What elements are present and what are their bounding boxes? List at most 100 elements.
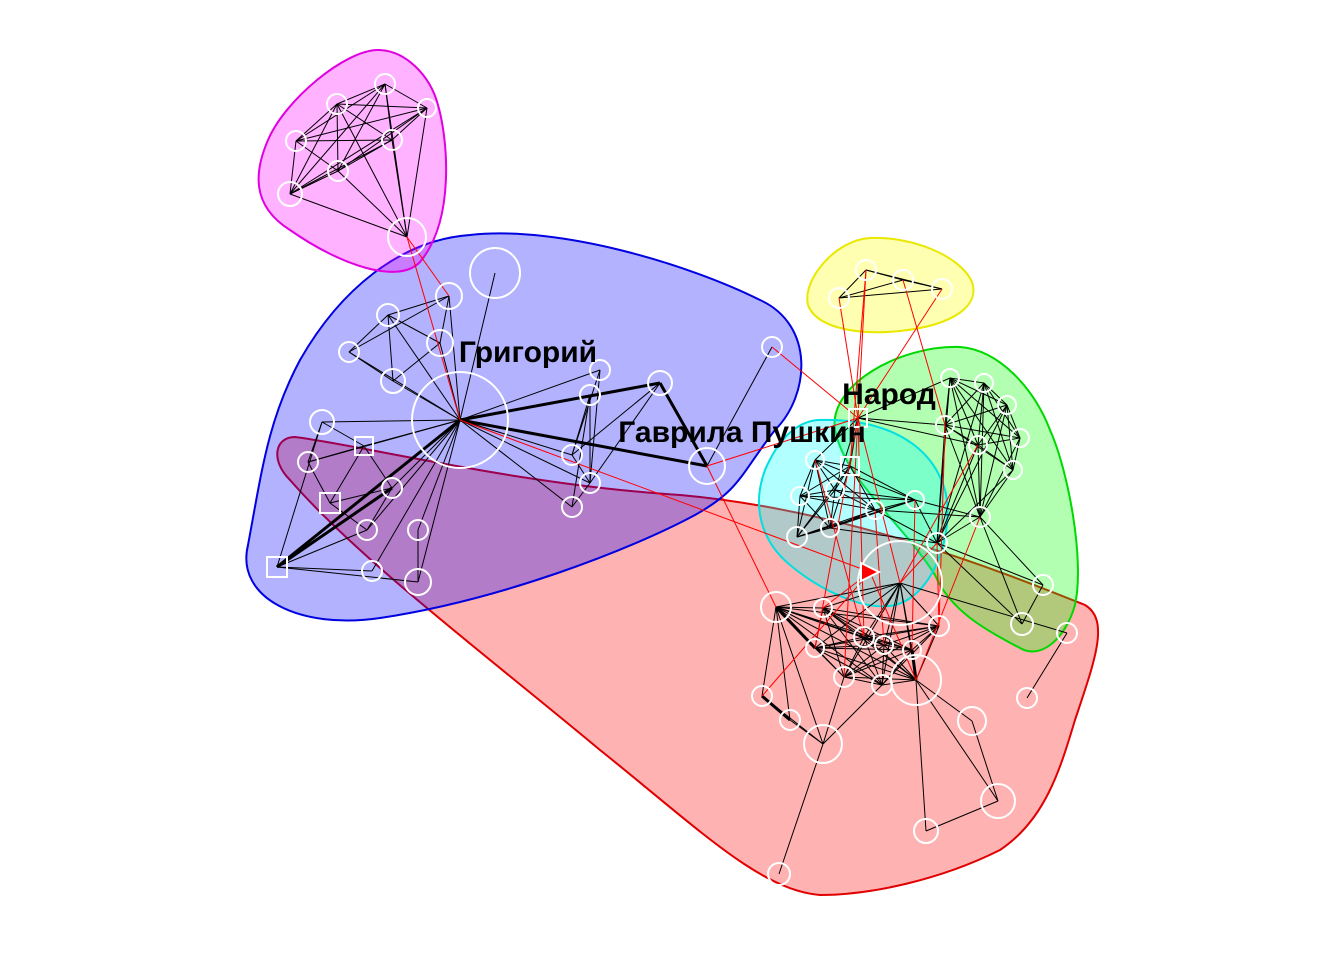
edge-intra-45 xyxy=(459,419,591,484)
edge-intra-4 xyxy=(337,83,386,172)
edge-intra-95 xyxy=(949,377,1014,471)
node-m5 xyxy=(381,129,403,151)
edge-intra-207 xyxy=(843,636,865,678)
edge-intra-236 xyxy=(1026,632,1068,699)
blue-community-hull xyxy=(245,232,803,622)
edge-intra-42 xyxy=(459,369,601,421)
edge-intra-16 xyxy=(295,140,339,172)
node-r10 xyxy=(833,666,855,688)
edge-intra-75 xyxy=(571,482,591,508)
edge-intra-219 xyxy=(814,647,845,678)
edge-intra-67 xyxy=(366,487,393,531)
node-b9 xyxy=(647,370,673,396)
graph-edges xyxy=(276,83,1068,875)
edge-intra-199 xyxy=(814,625,940,649)
node-labels: Григорий Народ Гаврила Пушкин xyxy=(459,336,936,449)
edge-intra-81 xyxy=(276,418,461,569)
edge-inter-2 xyxy=(706,465,777,608)
label-narod: Народ xyxy=(842,378,936,411)
edge-intra-12 xyxy=(391,107,428,141)
edge-intra-160 xyxy=(796,527,831,538)
edge-inter-18 xyxy=(899,444,979,584)
edge-intra-242 xyxy=(761,694,791,722)
edge-intra-138 xyxy=(814,459,831,529)
edge-inter-6 xyxy=(902,279,946,426)
edge-intra-101 xyxy=(983,382,1014,471)
edge-intra-53 xyxy=(371,419,461,572)
edge-intra-83 xyxy=(276,486,393,569)
edge-intra-51 xyxy=(366,419,461,531)
edge-intra-46 xyxy=(459,419,573,508)
edge-intra-22 xyxy=(406,107,428,238)
edge-inter-10 xyxy=(857,417,865,638)
edge-intra-165 xyxy=(834,417,859,491)
node-g3 xyxy=(997,395,1017,415)
edge-intra-109 xyxy=(944,424,1021,439)
node-b4 xyxy=(426,329,454,357)
edge-intra-87 xyxy=(902,279,943,290)
edge-intra-137 xyxy=(814,459,916,501)
edge-intra-130 xyxy=(979,516,1023,625)
node-c3 xyxy=(825,480,845,500)
node-b7 xyxy=(761,336,783,358)
node-r3 xyxy=(813,598,833,618)
edge-intra-153 xyxy=(799,495,831,529)
edge-intra-143 xyxy=(849,465,916,501)
node-m1 xyxy=(374,73,396,95)
node-r14 xyxy=(779,709,801,731)
node-b18 xyxy=(319,492,341,514)
edge-intra-125 xyxy=(857,377,951,419)
edge-intra-147 xyxy=(834,489,876,511)
edge-intra-191 xyxy=(822,607,913,651)
edge-inter-7 xyxy=(857,288,943,419)
edge-intra-119 xyxy=(936,382,985,544)
edge-intra-163 xyxy=(874,509,938,544)
edge-intra-6 xyxy=(336,103,428,109)
edge-intra-88 xyxy=(838,279,904,299)
edge-intra-11 xyxy=(295,107,428,142)
node-c2 xyxy=(840,456,860,476)
node-r6 xyxy=(874,635,894,655)
node-b16 xyxy=(381,477,403,499)
node-b20 xyxy=(356,519,378,541)
node-b17 xyxy=(579,472,601,494)
edge-intra-223 xyxy=(843,676,883,686)
node-m4 xyxy=(285,130,307,152)
graph-nodes xyxy=(266,73,1078,886)
edge-intra-238 xyxy=(899,582,1068,634)
node-y1 xyxy=(855,259,877,281)
edge-intra-20 xyxy=(289,170,339,195)
node-m3 xyxy=(417,98,437,118)
node-c7 xyxy=(820,518,840,538)
edge-intra-112 xyxy=(977,437,1021,446)
edge-intra-178 xyxy=(881,582,901,686)
edge-intra-127 xyxy=(857,417,979,446)
node-c5 xyxy=(865,500,885,520)
node-b8 xyxy=(589,359,611,381)
edge-intra-193 xyxy=(822,607,917,681)
edge-inter-4 xyxy=(838,297,859,419)
node-r5 xyxy=(853,626,875,648)
node-b13 xyxy=(297,451,319,473)
edge-intra-166 xyxy=(874,509,981,518)
edge-intra-103 xyxy=(944,404,1008,426)
edge-intra-225 xyxy=(775,606,791,721)
node-b22 xyxy=(266,556,288,578)
label-gavrila-pushkin: Гаврила Пушкин xyxy=(618,416,865,449)
edge-intra-122 xyxy=(936,444,979,544)
edge-intra-65 xyxy=(276,566,419,583)
edge-intra-111 xyxy=(944,424,981,518)
edge-intra-10 xyxy=(289,103,338,195)
node-r12 xyxy=(751,685,773,707)
edge-intra-126 xyxy=(857,417,946,426)
node-m2 xyxy=(326,93,348,115)
node-r15 xyxy=(803,724,843,764)
edge-intra-90 xyxy=(949,377,985,384)
edge-intra-170 xyxy=(822,582,901,609)
edge-intra-216 xyxy=(843,649,913,678)
label-grigoriy: Григорий xyxy=(459,336,597,369)
edge-intra-17 xyxy=(289,140,297,195)
edge-intra-39 xyxy=(348,295,450,353)
edge-intra-167 xyxy=(914,499,981,518)
edge-intra-54 xyxy=(417,419,461,583)
